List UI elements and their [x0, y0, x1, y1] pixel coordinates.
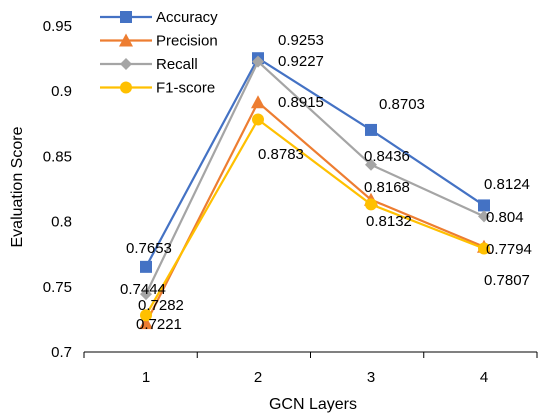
series-f1-score	[140, 113, 490, 322]
data-label: 0.804	[486, 209, 524, 226]
data-label: 0.8915	[278, 94, 324, 111]
y-tick-label: 0.9	[51, 83, 72, 100]
legend-marker	[119, 33, 133, 47]
legend-label: F1-score	[156, 80, 215, 97]
series-line	[145, 100, 485, 324]
legend-label: Precision	[156, 33, 218, 50]
series-line	[145, 56, 485, 268]
data-label: 0.7794	[486, 241, 532, 258]
data-point	[478, 199, 490, 212]
data-point	[139, 316, 153, 330]
legend-marker	[120, 11, 132, 23]
data-label: 0.8436	[364, 148, 410, 165]
data-point	[478, 242, 490, 255]
data-label: 0.8168	[364, 179, 410, 196]
x-tick-label: 2	[254, 369, 262, 386]
data-point	[478, 210, 490, 223]
data-point	[140, 288, 152, 301]
data-label: 0.8124	[484, 176, 530, 193]
series-recall	[140, 55, 490, 301]
data-point	[365, 123, 377, 136]
x-tick-label: 3	[367, 369, 375, 386]
data-point	[251, 95, 265, 109]
y-axis-title: Evaluation Score	[9, 126, 26, 247]
data-point	[365, 198, 377, 211]
data-label: 0.7221	[136, 316, 182, 333]
data-label: 0.7653	[126, 240, 172, 257]
legend-label: Recall	[156, 56, 198, 73]
legend-item: Precision	[100, 33, 218, 50]
axes: 1 2 3 4 0.7 0.75 0.8 0.85 0.9 0.95	[43, 18, 538, 386]
series-layer	[139, 52, 491, 330]
data-point	[365, 158, 377, 171]
y-tick-label: 0.95	[43, 18, 72, 35]
legend-item: Accuracy	[100, 9, 218, 26]
data-point	[252, 113, 264, 126]
data-labels: 0.7653 0.9253 0.8703 0.8124 0.7221 0.8915 0.81…	[120, 32, 532, 333]
x-tick-label: 4	[480, 369, 488, 386]
legend-label: Accuracy	[156, 9, 218, 26]
legend-marker	[120, 81, 132, 94]
series-line	[145, 59, 485, 295]
data-label: 0.9227	[278, 53, 324, 70]
data-label: 0.8783	[258, 146, 304, 163]
y-tick-label: 0.8	[51, 214, 72, 231]
data-label: 0.8132	[366, 213, 412, 230]
data-label: 0.7807	[484, 272, 530, 289]
series-precision	[139, 95, 491, 330]
y-tick-label: 0.85	[43, 148, 72, 165]
legend-item: Recall	[100, 56, 198, 73]
x-axis-title: GCN Layers	[269, 396, 357, 413]
legend: Accuracy Precision Recall F1-score	[100, 9, 218, 97]
data-point	[140, 309, 152, 322]
data-label: 0.7444	[120, 281, 166, 298]
x-tick-label: 1	[142, 369, 150, 386]
y-tick-label: 0.7	[51, 344, 72, 361]
y-tick-label: 0.75	[43, 279, 72, 296]
data-point	[252, 55, 264, 68]
series-line	[145, 117, 485, 316]
data-label: 0.9253	[278, 32, 324, 49]
legend-item: F1-score	[100, 80, 215, 97]
data-label: 0.8703	[379, 96, 425, 113]
data-point	[140, 260, 152, 273]
legend-marker	[120, 58, 132, 70]
data-label: 0.7282	[138, 297, 184, 314]
